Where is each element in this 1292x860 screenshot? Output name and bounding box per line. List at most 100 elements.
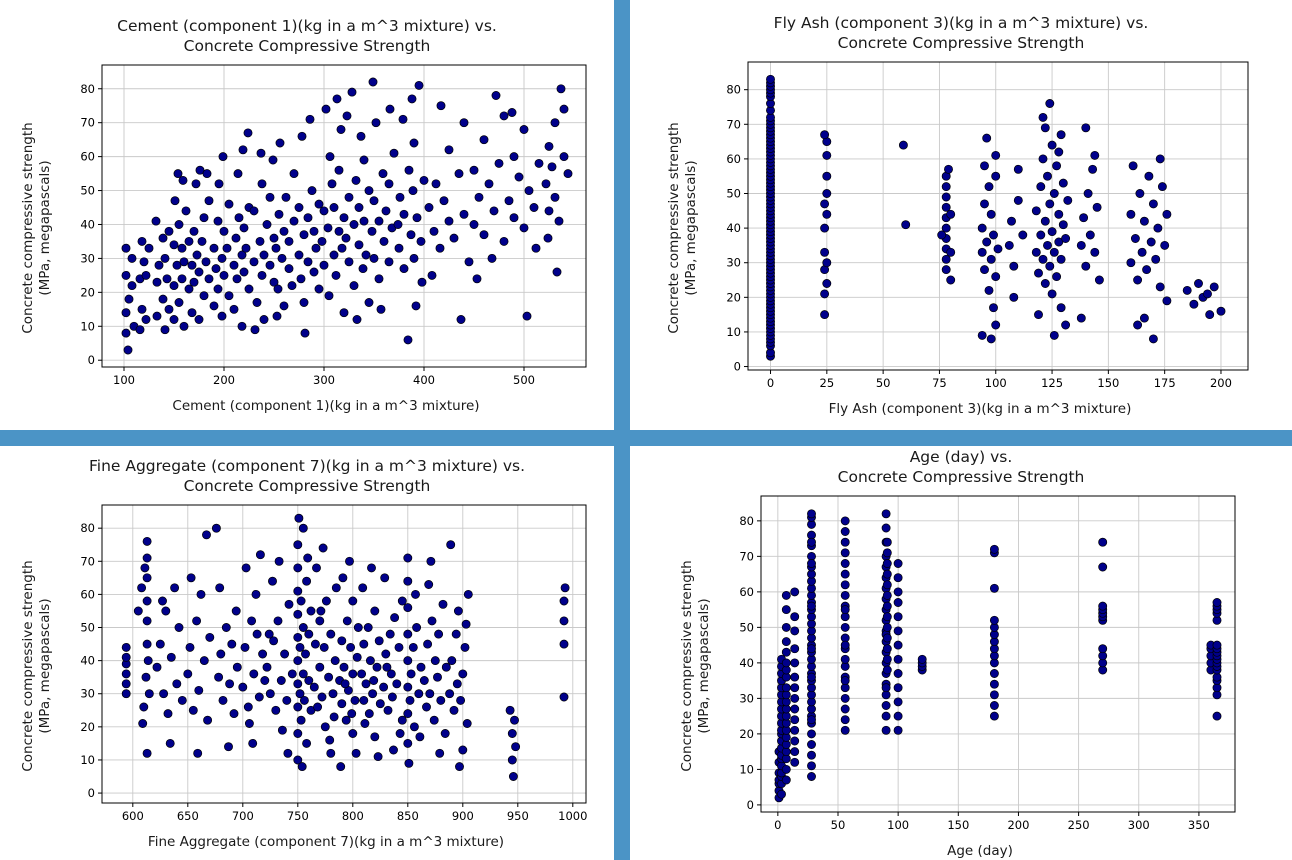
svg-text:80: 80: [80, 521, 95, 535]
svg-text:60: 60: [726, 152, 741, 166]
chart-title: Age (day) vs. Concrete Compressive Stren…: [838, 447, 1085, 487]
svg-text:60: 60: [80, 150, 95, 164]
svg-text:20: 20: [726, 290, 741, 304]
svg-text:30: 30: [726, 256, 741, 270]
chart-title-line2: Concrete Compressive Strength: [183, 37, 431, 55]
svg-text:400: 400: [413, 373, 435, 387]
quadrant-fine-aggregate: Fine Aggregate (component 7)(kg in a m^3…: [0, 446, 614, 860]
scatter-chart-age: Age (day) vs. Concrete Compressive Stren…: [677, 447, 1245, 859]
svg-text:70: 70: [80, 554, 95, 568]
svg-text:40: 40: [80, 218, 95, 232]
chart-title: Fly Ash (component 3)(kg in a m^3 mixtur…: [774, 13, 1149, 53]
scatter-plot-canvas-fine-aggregate: 600 650 700 750 800 850 900 950 1000 0 10 20 30 40 50 6…: [80, 504, 587, 823]
svg-text:500: 500: [513, 373, 535, 387]
svg-text:50: 50: [831, 818, 846, 832]
svg-text:100: 100: [887, 818, 909, 832]
svg-text:50: 50: [876, 376, 891, 390]
svg-text:20: 20: [739, 727, 754, 741]
svg-text:80: 80: [726, 83, 741, 97]
svg-text:70: 70: [80, 116, 95, 130]
svg-text:10: 10: [80, 319, 95, 333]
svg-text:750: 750: [287, 809, 309, 823]
svg-text:80: 80: [80, 82, 95, 96]
svg-text:40: 40: [726, 221, 741, 235]
svg-text:40: 40: [80, 654, 95, 668]
svg-text:80: 80: [739, 514, 754, 528]
svg-text:850: 850: [397, 809, 419, 823]
chart-title-line2: Concrete Compressive Strength: [837, 468, 1085, 486]
scatter-chart-fine-aggregate: Fine Aggregate (component 7)(kg in a m^3…: [18, 456, 596, 850]
scatter-plot-canvas-flyash: 0 25 50 75 100 125 150 175 200 0 10 20 30 40 50 60 70 80: [726, 61, 1249, 390]
svg-text:40: 40: [739, 656, 754, 670]
svg-text:25: 25: [820, 376, 835, 390]
svg-text:900: 900: [452, 809, 474, 823]
svg-text:60: 60: [739, 585, 754, 599]
scatter-chart-cement: Cement (component 1)(kg in a m^3 mixture…: [18, 16, 596, 414]
chart-title-line1: Fine Aggregate (component 7)(kg in a m^3…: [88, 456, 526, 475]
chart-title-line1: Age (day) vs.: [909, 447, 1013, 466]
svg-text:0: 0: [774, 818, 781, 832]
quadrant-age: Age (day) vs. Concrete Compressive Stren…: [630, 446, 1292, 860]
y-axis-label: Concrete compressive strength (MPa, mega…: [679, 560, 712, 772]
svg-text:250: 250: [1068, 818, 1090, 832]
svg-text:30: 30: [80, 687, 95, 701]
svg-text:0: 0: [88, 353, 95, 367]
svg-text:50: 50: [726, 187, 741, 201]
svg-text:1000: 1000: [558, 809, 587, 823]
svg-text:70: 70: [726, 117, 741, 131]
svg-text:70: 70: [739, 550, 754, 564]
y-axis-label: Concrete compressive strength (MPa, mega…: [20, 122, 53, 334]
svg-text:100: 100: [113, 373, 135, 387]
svg-text:10: 10: [726, 325, 741, 339]
y-axis-label: Concrete compressive strength (MPa, mega…: [666, 122, 699, 334]
svg-text:125: 125: [1041, 376, 1063, 390]
svg-text:10: 10: [80, 753, 95, 767]
chart-title-line2: Concrete Compressive Strength: [837, 34, 1085, 52]
vertical-divider: [614, 0, 630, 860]
scatter-chart-flyash: Fly Ash (component 3)(kg in a m^3 mixtur…: [664, 13, 1258, 417]
svg-text:50: 50: [80, 621, 95, 635]
svg-text:30: 30: [739, 692, 754, 706]
svg-text:200: 200: [1007, 818, 1029, 832]
svg-text:150: 150: [947, 818, 969, 832]
svg-text:50: 50: [739, 621, 754, 635]
svg-text:700: 700: [232, 809, 254, 823]
svg-text:200: 200: [213, 373, 235, 387]
x-axis-label: Fly Ash (component 3)(kg in a m^3 mixtur…: [828, 401, 1132, 418]
svg-text:350: 350: [1188, 818, 1210, 832]
svg-text:20: 20: [80, 720, 95, 734]
svg-text:150: 150: [1097, 376, 1119, 390]
svg-text:300: 300: [313, 373, 335, 387]
chart-title: Fine Aggregate (component 7)(kg in a m^3…: [89, 456, 525, 496]
chart-title: Cement (component 1)(kg in a m^3 mixture…: [117, 16, 497, 56]
svg-text:50: 50: [80, 184, 95, 198]
chart-title-line2: Concrete Compressive Strength: [183, 477, 431, 495]
y-axis-label: Concrete compressive strength (MPa, mega…: [20, 560, 53, 772]
quadrant-cement: Cement (component 1)(kg in a m^3 mixture…: [0, 0, 614, 430]
svg-text:600: 600: [122, 809, 144, 823]
svg-text:0: 0: [88, 786, 95, 800]
svg-text:10: 10: [739, 763, 754, 777]
svg-text:175: 175: [1154, 376, 1176, 390]
chart-title-line1: Fly Ash (component 3)(kg in a m^3 mixtur…: [773, 13, 1149, 32]
horizontal-divider: [0, 430, 1292, 446]
svg-text:0: 0: [747, 798, 754, 812]
svg-text:0: 0: [734, 360, 741, 374]
scatter-plot-canvas-cement: 100 200 300 400 500 0 10 20 30 40 50 60 70 80: [80, 64, 587, 387]
svg-text:60: 60: [80, 588, 95, 602]
chart-title-line1: Cement (component 1)(kg in a m^3 mixture…: [117, 16, 497, 35]
svg-text:800: 800: [342, 809, 364, 823]
x-axis-label: Age (day): [947, 843, 1013, 860]
svg-text:75: 75: [932, 376, 947, 390]
svg-text:0: 0: [767, 376, 774, 390]
scatter-plot-canvas-age: 0 50 100 150 200 250 300 350 0 10 20 30 40 50 60 70 80: [739, 495, 1236, 832]
svg-text:200: 200: [1210, 376, 1232, 390]
svg-text:950: 950: [507, 809, 529, 823]
svg-text:650: 650: [177, 809, 199, 823]
svg-text:30: 30: [80, 252, 95, 266]
svg-text:300: 300: [1128, 818, 1150, 832]
x-axis-label: Fine Aggregate (component 7)(kg in a m^3…: [147, 834, 505, 851]
quadrant-flyash: Fly Ash (component 3)(kg in a m^3 mixtur…: [630, 0, 1292, 430]
svg-text:100: 100: [985, 376, 1007, 390]
